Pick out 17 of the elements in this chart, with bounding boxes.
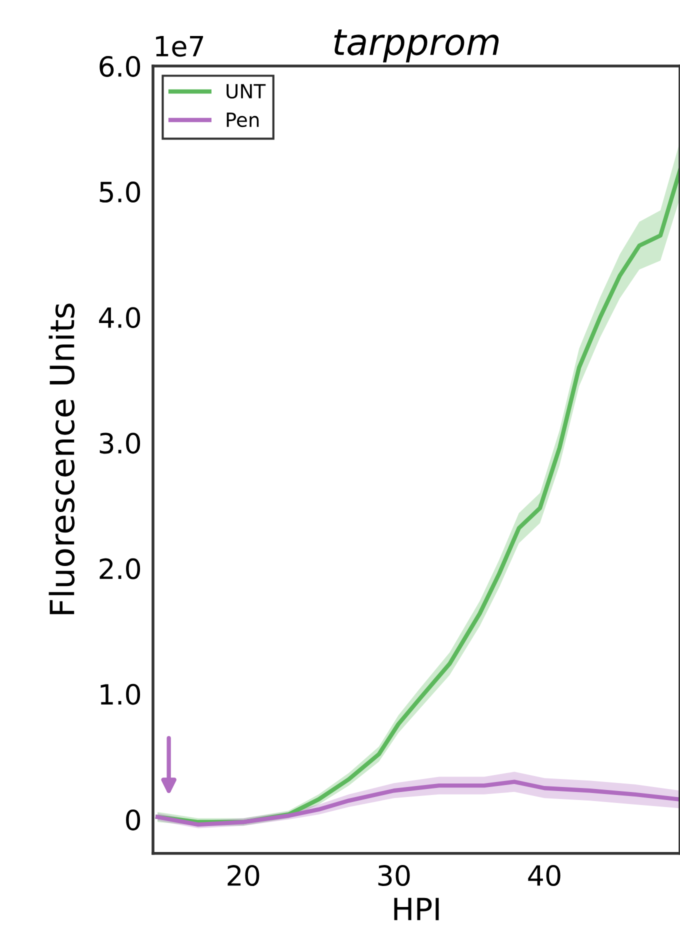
legend-label: Pen <box>226 112 259 128</box>
x-axis-title: HPI <box>394 898 439 920</box>
x-tick-label: 30 <box>378 865 410 886</box>
x-tick-label: 20 <box>228 865 260 886</box>
y-axis-title: Fluorescence Units <box>48 304 75 614</box>
chart-title: tarpprom <box>334 30 499 62</box>
line-series <box>155 780 680 827</box>
y-tick-label: 5.0 <box>100 182 140 203</box>
y-tick-label: 6.0 <box>100 56 140 77</box>
text: 1e7 <box>156 36 204 57</box>
y-tick-label: 2.0 <box>100 558 140 580</box>
x-tick-label: 40 <box>528 865 560 886</box>
y-tick-label: 3.0 <box>100 432 140 454</box>
legend-label: UNT <box>226 84 266 99</box>
y-tick-label: 0 <box>126 809 140 830</box>
y-tick-label: 1.0 <box>100 684 140 705</box>
y-tick-label: 4.0 <box>99 307 140 328</box>
